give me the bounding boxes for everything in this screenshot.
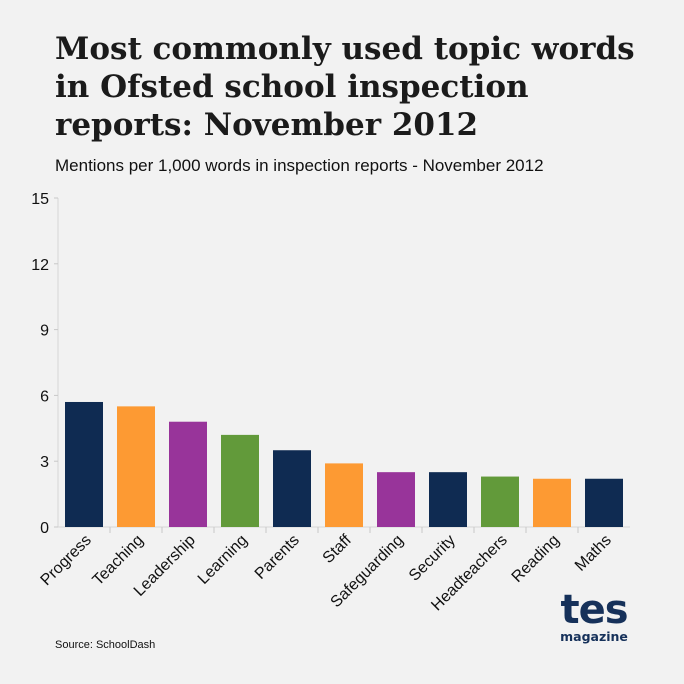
bar-security <box>429 472 467 527</box>
bar-teaching <box>117 406 155 527</box>
x-tick-label-maths: Maths <box>572 532 615 575</box>
x-tick-label-learning: Learning <box>195 532 251 588</box>
y-tick-label: 3 <box>40 454 49 471</box>
x-tick-label-security: Security <box>406 532 459 585</box>
y-axis: 0 3 6 9 12 15 <box>31 191 59 537</box>
x-tick-label-progress: Progress <box>38 532 95 589</box>
logo-main-text: tes <box>560 587 628 633</box>
bar-headteachers <box>481 476 519 527</box>
bar-safeguarding <box>377 472 415 527</box>
bar-maths <box>585 478 623 527</box>
chart-subtitle: Mentions per 1,000 words in inspection r… <box>55 156 544 175</box>
bar-leadership <box>169 421 207 527</box>
tes-logo: tes magazine <box>556 590 632 643</box>
y-tick-label: 0 <box>40 520 49 537</box>
logo-sub-text: magazine <box>560 629 628 644</box>
bar-learning <box>221 434 259 527</box>
x-tick-label-parents: Parents <box>252 532 303 583</box>
x-tick-label-staff: Staff <box>320 531 355 566</box>
x-axis <box>58 526 630 533</box>
bar-progress <box>65 401 103 527</box>
bar-staff <box>325 463 363 527</box>
bars <box>65 401 623 527</box>
x-tick-label-reading: Reading <box>509 532 563 586</box>
bar-parents <box>273 450 311 527</box>
source-note: Source: SchoolDash <box>55 639 156 651</box>
chart-title: Most commonly used topic words in Ofsted… <box>55 31 635 143</box>
y-tick-label: 12 <box>31 257 49 274</box>
y-tick-label: 15 <box>31 191 49 208</box>
y-tick-label: 9 <box>40 323 49 340</box>
y-tick-label: 6 <box>40 388 49 405</box>
bar-reading <box>533 478 571 527</box>
